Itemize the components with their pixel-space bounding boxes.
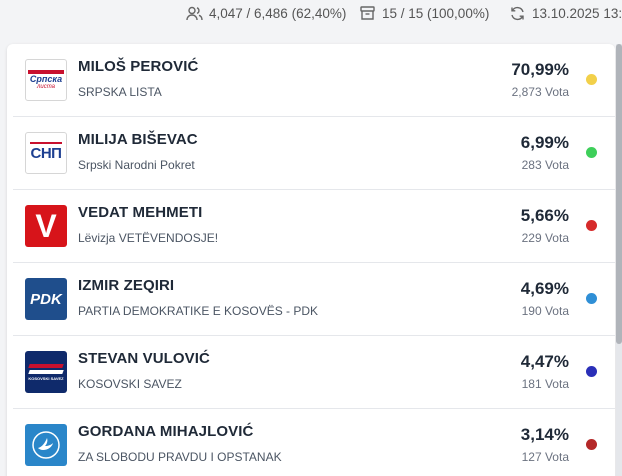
candidate-row[interactable]: KOSOVSKI SAVEZ STEVAN VULOVIĆ KOSOVSKI S… <box>13 336 615 409</box>
candidate-name: MILIJA BIŠEVAC <box>78 131 198 148</box>
vote-percent: 3,14% <box>520 425 569 444</box>
candidate-row[interactable]: V VEDAT MEHMETI Lëvizja VETËVENDOSJE! 5,… <box>13 190 615 263</box>
ballot-box-icon <box>358 4 376 22</box>
party-color-dot <box>586 439 597 450</box>
candidate-row[interactable]: Српска листа MILOŠ PEROVIĆ SRPSKA LISTA … <box>13 44 615 117</box>
vote-count: 229 Vota <box>521 231 569 245</box>
refresh-icon[interactable] <box>508 4 526 22</box>
candidate-row[interactable]: PDK IZMIR ZEQIRI PARTIA DEMOKRATIKE E KO… <box>13 263 615 336</box>
vote-count: 190 Vota <box>521 304 569 318</box>
candidate-name: IZMIR ZEQIRI <box>78 277 175 294</box>
users-icon <box>185 4 203 22</box>
party-color-dot <box>586 366 597 377</box>
pdk-logo: PDK <box>25 278 67 320</box>
voters-text: 4,047 / 6,486 (62,40%) <box>209 5 347 21</box>
vote-count: 181 Vota <box>521 377 569 391</box>
candidate-name: VEDAT MEHMETI <box>78 204 203 221</box>
candidate-name: GORDANA MIHAJLOVIĆ <box>78 423 254 440</box>
candidate-row[interactable]: СНП MILIJA BIŠEVAC Srpski Narodni Pokret… <box>13 117 615 190</box>
vote-count: 283 Vota <box>521 158 569 172</box>
stats-bar: 4,047 / 6,486 (62,40%) 15 / 15 (100,00%)… <box>0 0 622 28</box>
zspo-logo <box>25 424 67 466</box>
stat-stations: 15 / 15 (100,00%) <box>358 4 489 22</box>
scrollbar-thumb[interactable] <box>616 44 622 344</box>
vote-count: 127 Vota <box>521 450 569 464</box>
stations-text: 15 / 15 (100,00%) <box>382 5 490 21</box>
scrollbar[interactable] <box>616 44 622 476</box>
logo-text: Српска <box>29 73 63 84</box>
snp-logo: СНП <box>25 132 67 174</box>
party-name: PARTIA DEMOKRATIKE E KOSOVËS - PDK <box>78 304 319 318</box>
vote-percent: 6,99% <box>520 133 569 152</box>
party-name: SRPSKA LISTA <box>78 85 162 99</box>
stat-voters: 4,047 / 6,486 (62,40%) <box>185 4 346 22</box>
candidate-name: STEVAN VULOVIĆ <box>78 350 210 367</box>
vote-percent: 5,66% <box>520 206 569 225</box>
logo-text: PDK <box>30 290 62 308</box>
stat-updated: 13.10.2025 13:3 <box>508 4 622 22</box>
party-name: Srpski Narodni Pokret <box>78 158 195 172</box>
logo-text: СНП <box>30 144 62 162</box>
vote-count: 2,873 Vota <box>511 85 569 99</box>
logo-subtext: листа <box>37 83 55 90</box>
srpska-lista-logo: Српска листа <box>25 59 67 101</box>
results-card: Српска листа MILOŠ PEROVIĆ SRPSKA LISTA … <box>7 44 615 476</box>
party-color-dot <box>586 147 597 158</box>
updated-text: 13.10.2025 13:3 <box>532 5 622 21</box>
party-color-dot <box>586 74 597 85</box>
vote-percent: 4,47% <box>520 352 569 371</box>
vetevendosje-logo: V <box>25 205 67 247</box>
vote-percent: 4,69% <box>520 279 569 298</box>
logo-text: V <box>35 207 57 244</box>
candidate-name: MILOŠ PEROVIĆ <box>78 58 199 75</box>
party-name: KOSOVSKI SAVEZ <box>78 377 182 391</box>
party-color-dot <box>586 220 597 231</box>
logo-text: KOSOVSKI SAVEZ <box>28 375 64 381</box>
party-name: Lëvizja VETËVENDOSJE! <box>78 231 219 245</box>
party-color-dot <box>586 293 597 304</box>
candidate-row[interactable]: GORDANA MIHAJLOVIĆ ZA SLOBODU PRAVDU I O… <box>13 409 615 476</box>
party-name: ZA SLOBODU PRAVDU I OPSTANAK <box>78 450 282 464</box>
vote-percent: 70,99% <box>511 60 569 79</box>
kosovski-savez-logo: KOSOVSKI SAVEZ <box>25 351 67 393</box>
